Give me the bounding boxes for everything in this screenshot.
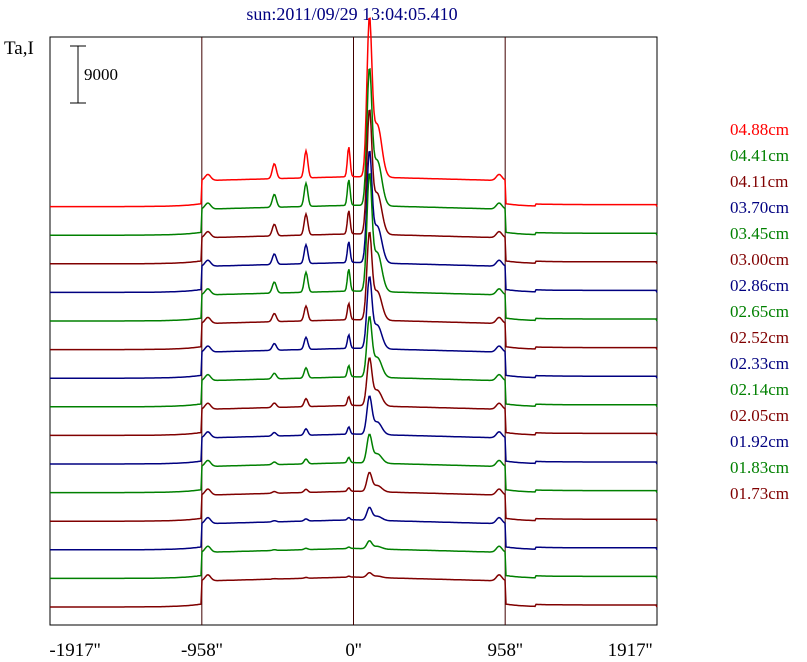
x-tick-label: 958''	[487, 640, 522, 661]
legend-entry: 02.14cm	[730, 380, 789, 399]
series-line-02.65cm	[50, 316, 658, 408]
series-line-01.92cm	[50, 506, 658, 551]
legend-entry: 02.52cm	[730, 328, 789, 347]
legend-entry: 04.88cm	[730, 120, 789, 139]
chart-title: sun:2011/09/29 13:04:05.410	[246, 4, 457, 24]
series-lines	[50, 17, 658, 608]
y-axis-label: Ta,I	[4, 38, 34, 59]
series-line-02.14cm	[50, 433, 658, 494]
legend: 04.88cm 04.41cm 04.11cm 03.70cm 03.45cm 03.00…	[730, 120, 789, 503]
legend-entry: 03.45cm	[730, 224, 789, 243]
legend-entry: 01.92cm	[730, 432, 789, 451]
series-line-02.05cm	[50, 471, 658, 522]
x-tick-label: 0''	[345, 640, 361, 661]
legend-entry: 02.86cm	[730, 276, 789, 295]
scale-bar-label: 9000	[84, 65, 118, 84]
legend-entry: 02.33cm	[730, 354, 789, 373]
legend-entry: 03.00cm	[730, 250, 789, 269]
reference-lines	[201, 37, 506, 625]
series-line-03.70cm	[50, 150, 658, 294]
series-line-03.00cm	[50, 231, 658, 351]
series-line-02.33cm	[50, 395, 658, 465]
legend-entry: 01.73cm	[730, 484, 789, 503]
legend-entry: 02.05cm	[730, 406, 789, 425]
legend-entry: 03.70cm	[730, 198, 789, 217]
legend-entry: 01.83cm	[730, 458, 789, 477]
series-line-04.88cm	[50, 17, 658, 208]
legend-entry: 02.65cm	[730, 302, 789, 321]
series-line-02.86cm	[50, 276, 658, 379]
series-line-03.45cm	[50, 173, 658, 322]
x-tick-label: -1917''	[49, 640, 100, 661]
series-line-04.41cm	[50, 68, 658, 236]
series-line-04.11cm	[50, 109, 658, 265]
legend-entry: 04.41cm	[730, 146, 789, 165]
series-line-02.52cm	[50, 357, 658, 437]
series-line-01.83cm	[50, 540, 658, 580]
scale-bar: 9000	[70, 45, 118, 104]
legend-entry: 04.11cm	[730, 172, 788, 191]
series-line-01.73cm	[50, 571, 658, 608]
x-tick-labels: -1917'' -958'' 0'' 958'' 1917''	[49, 640, 652, 661]
x-tick-label: -958''	[181, 640, 223, 661]
x-tick-label: 1917''	[608, 640, 653, 661]
